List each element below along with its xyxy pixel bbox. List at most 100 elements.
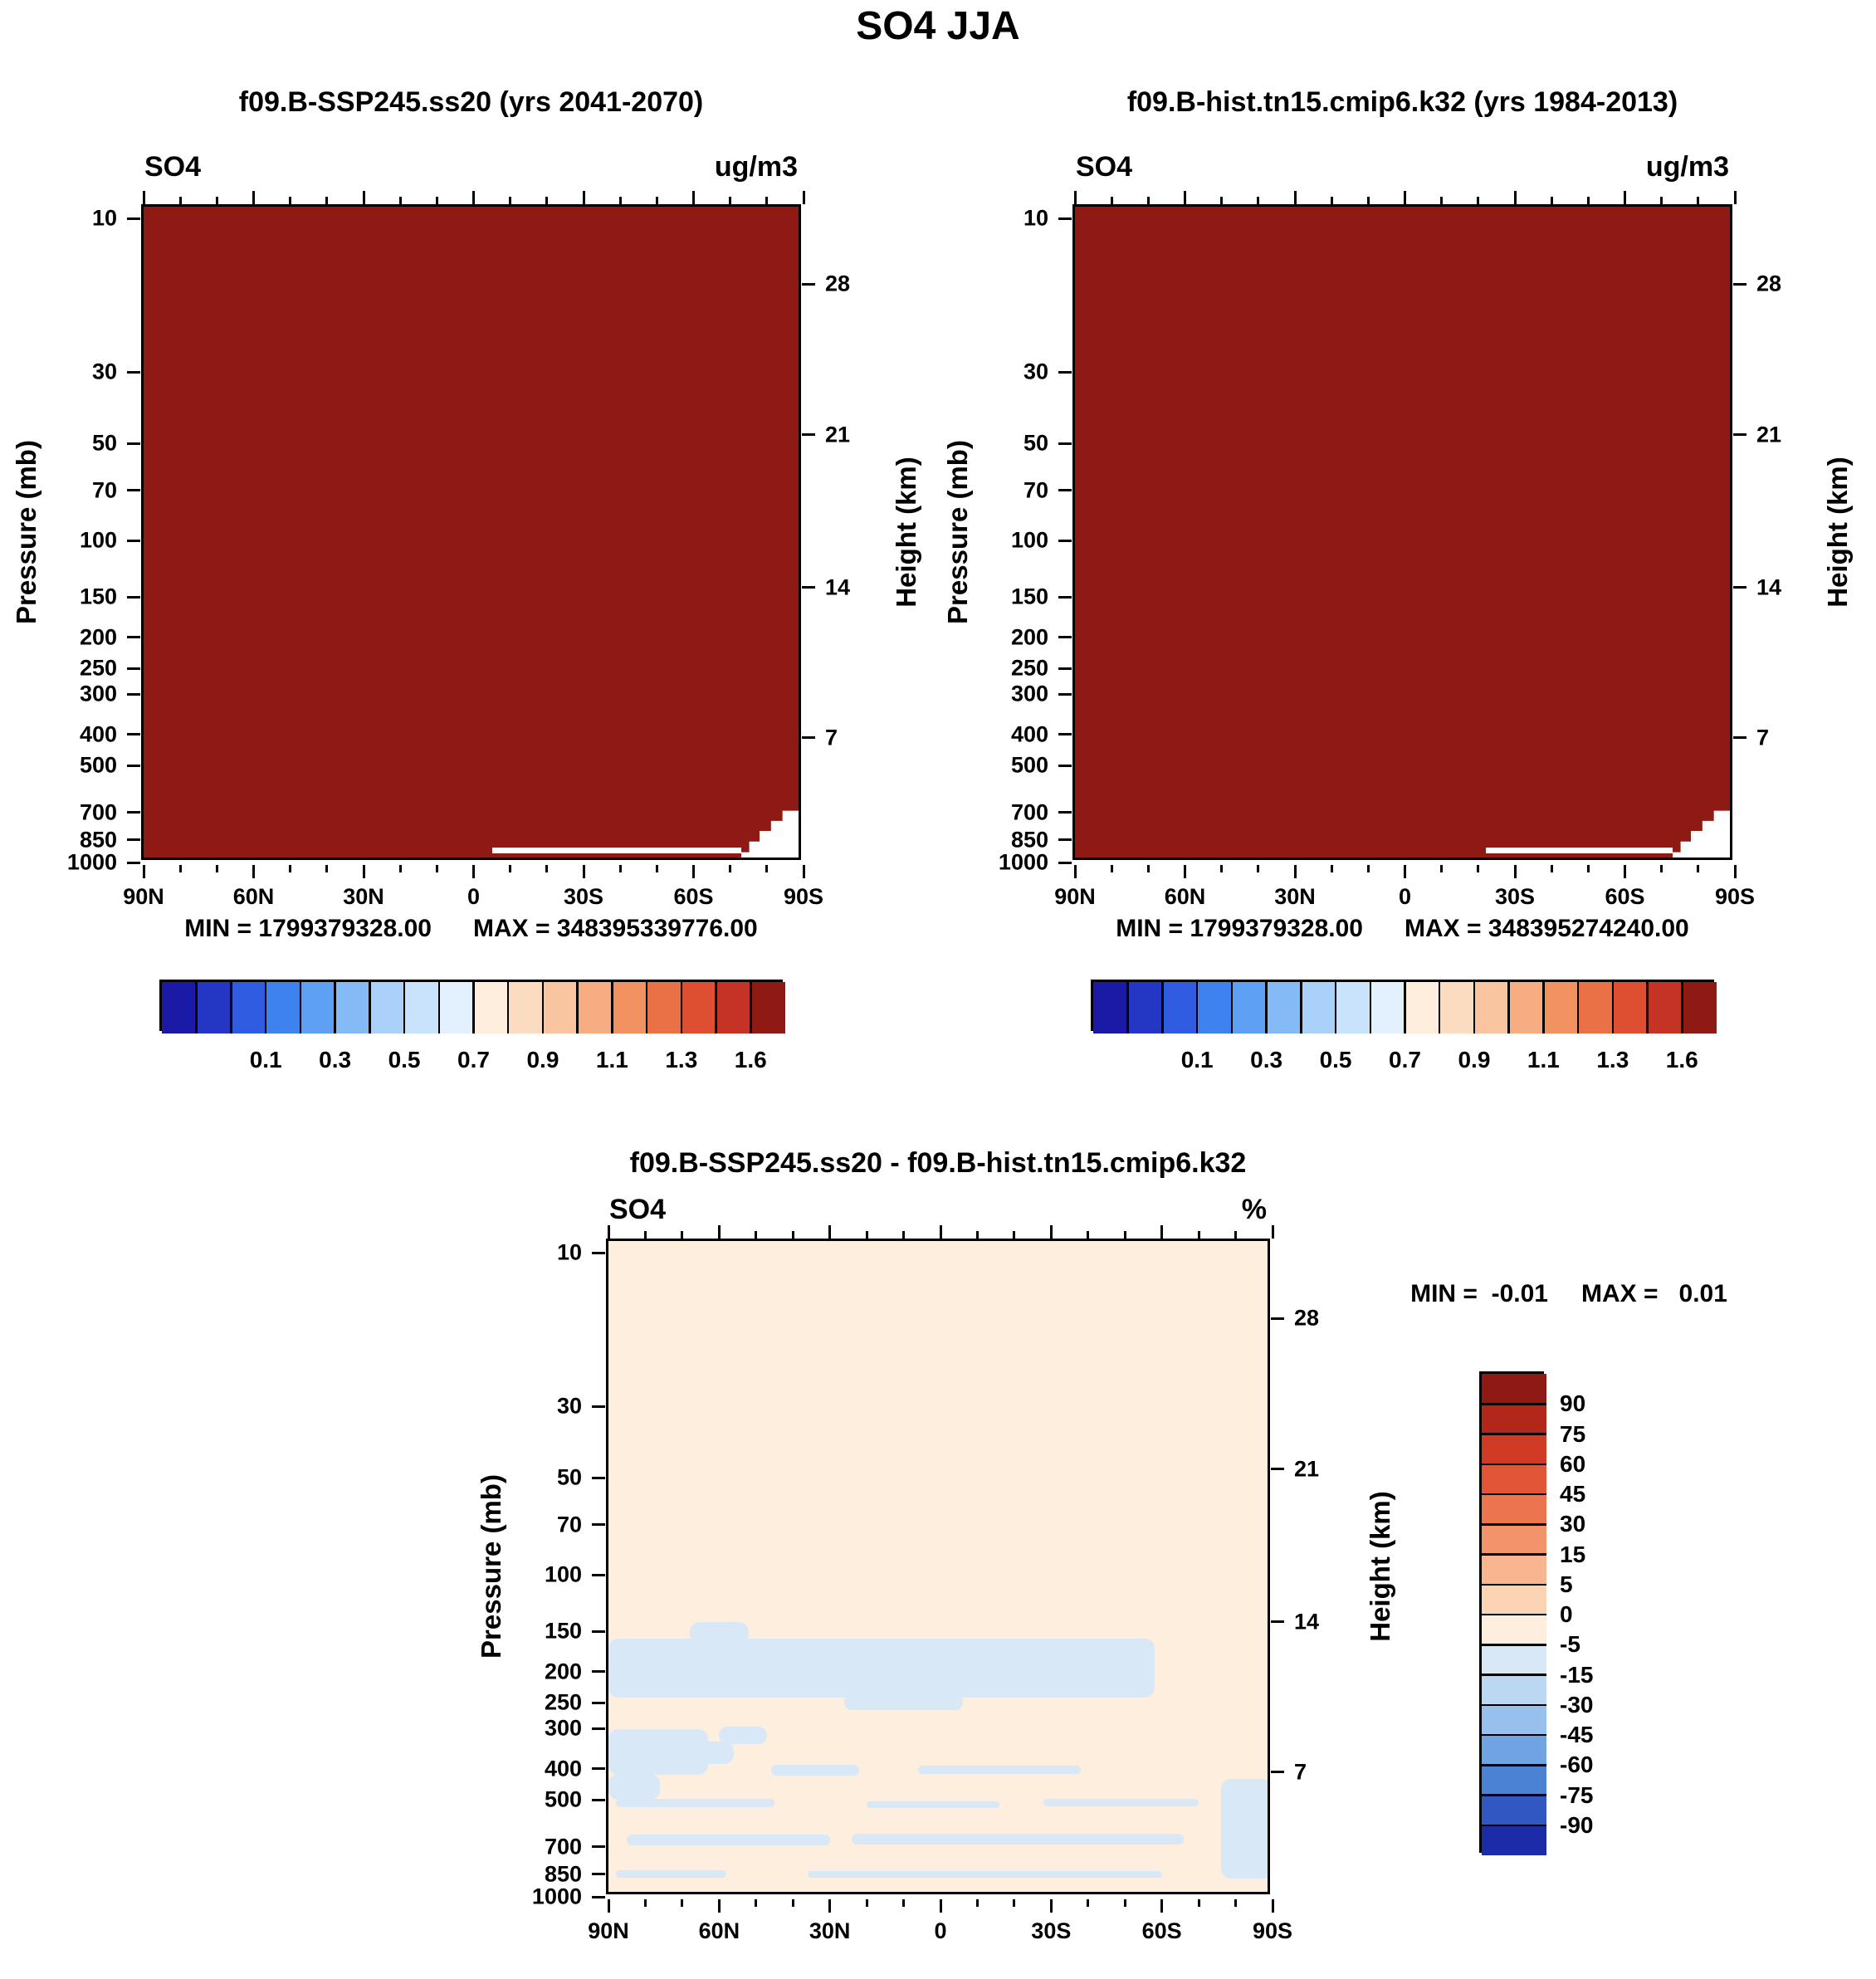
colorbar-cell bbox=[1232, 982, 1267, 1033]
colorbar-cell bbox=[369, 982, 404, 1033]
colorbar-tick-label: 30 bbox=[1560, 1511, 1586, 1537]
colorbar-cell bbox=[1613, 982, 1648, 1033]
negative-anomaly-region bbox=[608, 1639, 1155, 1698]
height-tick-label: 7 bbox=[1294, 1759, 1307, 1785]
pressure-tick-label: 100 bbox=[1010, 527, 1048, 553]
colorbar-tick-label: 0.3 bbox=[319, 1047, 352, 1073]
panel-left-title: f09.B-SSP245.ss20 (yrs 2041-2070) bbox=[238, 86, 704, 118]
latitude-tick-mark bbox=[902, 1231, 906, 1239]
latitude-tick-mark bbox=[1234, 1231, 1238, 1239]
pressure-tick-mark bbox=[127, 595, 140, 599]
pressure-axis-title: Pressure (mb) bbox=[942, 440, 973, 624]
pressure-tick-mark bbox=[592, 1523, 605, 1527]
colorbar-divider bbox=[1482, 1433, 1546, 1435]
latitude-tick-mark bbox=[975, 1899, 979, 1907]
max-value: MAX = 348395339776.00 bbox=[472, 915, 758, 942]
latitude-tick-mark bbox=[1220, 197, 1224, 204]
height-tick-label: 7 bbox=[1756, 725, 1770, 750]
latitude-tick-mark bbox=[607, 1225, 610, 1239]
latitude-tick-label: 0 bbox=[1398, 884, 1412, 909]
latitude-tick-label: 60S bbox=[673, 884, 714, 909]
latitude-tick-mark bbox=[1513, 865, 1517, 878]
pressure-tick-label: 10 bbox=[1023, 205, 1048, 231]
pressure-tick-label: 1000 bbox=[998, 849, 1048, 875]
colorbar-cell bbox=[197, 982, 231, 1033]
latitude-tick-label: 0 bbox=[467, 884, 481, 909]
latitude-tick-mark bbox=[398, 197, 402, 204]
pressure-tick-mark bbox=[127, 217, 140, 220]
pressure-tick-mark bbox=[127, 733, 140, 736]
colorbar-tick-label: -5 bbox=[1560, 1631, 1580, 1658]
pressure-tick-mark bbox=[592, 1845, 605, 1849]
colorbar-right: 0.1 0.3 0.5 0.7 0.9 1.1 1.3 1.6 bbox=[1091, 980, 1717, 1073]
colorbar-cell bbox=[578, 982, 612, 1033]
latitude-tick-mark bbox=[1366, 865, 1370, 872]
colorbar-tick-label: 1.1 bbox=[595, 1047, 628, 1073]
min-value: MIN = 1799379328.00 bbox=[1116, 915, 1363, 942]
max-value: MAX = 0.01 bbox=[1580, 1280, 1727, 1307]
colorbar-cell bbox=[1301, 982, 1336, 1033]
pressure-tick-mark bbox=[592, 1405, 605, 1408]
colorbar-cell bbox=[231, 982, 266, 1033]
height-tick-mark bbox=[1271, 1620, 1284, 1624]
colorbar-left: 0.1 0.3 0.5 0.7 0.9 1.1 1.3 1.6 bbox=[159, 980, 785, 1073]
colorbar-cell bbox=[1482, 1585, 1546, 1615]
height-axis-title: Height (km) bbox=[891, 457, 921, 608]
pressure-tick-mark bbox=[1058, 442, 1072, 445]
latitude-tick-mark bbox=[1440, 865, 1444, 872]
latitude-tick-mark bbox=[289, 865, 292, 872]
latitude-tick-mark bbox=[582, 865, 585, 878]
latitude-tick-mark bbox=[398, 865, 402, 872]
height-tick-label: 21 bbox=[825, 422, 851, 447]
latitude-tick-mark bbox=[681, 1231, 684, 1239]
colorbar-divider bbox=[645, 982, 648, 1033]
colorbar-tick-label: 5 bbox=[1560, 1571, 1573, 1597]
panel-diff-minmax: MIN = -0.01 MAX = 0.01 bbox=[1353, 1280, 1785, 1308]
panel-right-minmax: MIN = 1799379328.00 MAX = 348395274240.0… bbox=[1072, 915, 1732, 943]
pressure-tick-mark bbox=[127, 442, 140, 445]
pressure-tick-mark bbox=[592, 1798, 605, 1801]
colorbar-cell bbox=[404, 982, 439, 1033]
colorbar-cell bbox=[543, 982, 578, 1033]
surface-mask-strip bbox=[491, 848, 741, 853]
colorbar-divider bbox=[1482, 1583, 1546, 1586]
pressure-tick-mark bbox=[1058, 489, 1072, 492]
height-tick-mark bbox=[802, 282, 815, 286]
pressure-tick-mark bbox=[127, 692, 140, 696]
latitude-tick-mark bbox=[618, 865, 622, 872]
pressure-tick-label: 300 bbox=[544, 1715, 582, 1741]
colorbar-tick-label: 1.3 bbox=[665, 1047, 698, 1073]
colorbar-divider bbox=[195, 982, 198, 1033]
colorbar-tick-label: 15 bbox=[1560, 1541, 1586, 1567]
colorbar-cell bbox=[1474, 982, 1509, 1033]
colorbar-cell bbox=[266, 982, 300, 1033]
latitude-tick-mark bbox=[289, 197, 292, 204]
pressure-tick-label: 300 bbox=[1010, 681, 1048, 706]
colorbar-divider bbox=[506, 982, 510, 1033]
colorbar-divider bbox=[472, 982, 475, 1033]
colorbar-cell bbox=[439, 982, 474, 1033]
colorbar-tick-label: -15 bbox=[1560, 1661, 1594, 1688]
colorbar-cell bbox=[1482, 1765, 1546, 1796]
latitude-tick-mark bbox=[582, 191, 585, 204]
latitude-tick-mark bbox=[755, 1899, 758, 1907]
latitude-tick-label: 30N bbox=[343, 884, 384, 909]
latitude-tick-mark bbox=[765, 197, 769, 204]
pressure-tick-mark bbox=[1058, 764, 1072, 767]
colorbar-difference: 90 75 60 45 30 15 5 0 -5 -15 -30 -45 -60 -75 -90 bbox=[1479, 1371, 1593, 1855]
colorbar-cell bbox=[716, 982, 750, 1033]
pressure-tick-label: 700 bbox=[544, 1834, 582, 1859]
latitude-tick-mark bbox=[1697, 197, 1700, 204]
latitude-tick-mark bbox=[729, 865, 732, 872]
min-value: MIN = -0.01 bbox=[1410, 1280, 1548, 1307]
latitude-tick-mark bbox=[1013, 1231, 1016, 1239]
colorbar-divider bbox=[369, 982, 371, 1033]
latitude-tick-label: 30S bbox=[1031, 1918, 1072, 1943]
negative-anomaly-region bbox=[844, 1694, 963, 1710]
latitude-tick-mark bbox=[1234, 1899, 1238, 1907]
colorbar-divider bbox=[1265, 982, 1268, 1033]
colorbar-cell bbox=[1267, 982, 1301, 1033]
colorbar-tick-label: 90 bbox=[1560, 1390, 1586, 1417]
colorbar-divider bbox=[1646, 982, 1649, 1033]
colorbar-cell bbox=[1482, 1374, 1546, 1404]
